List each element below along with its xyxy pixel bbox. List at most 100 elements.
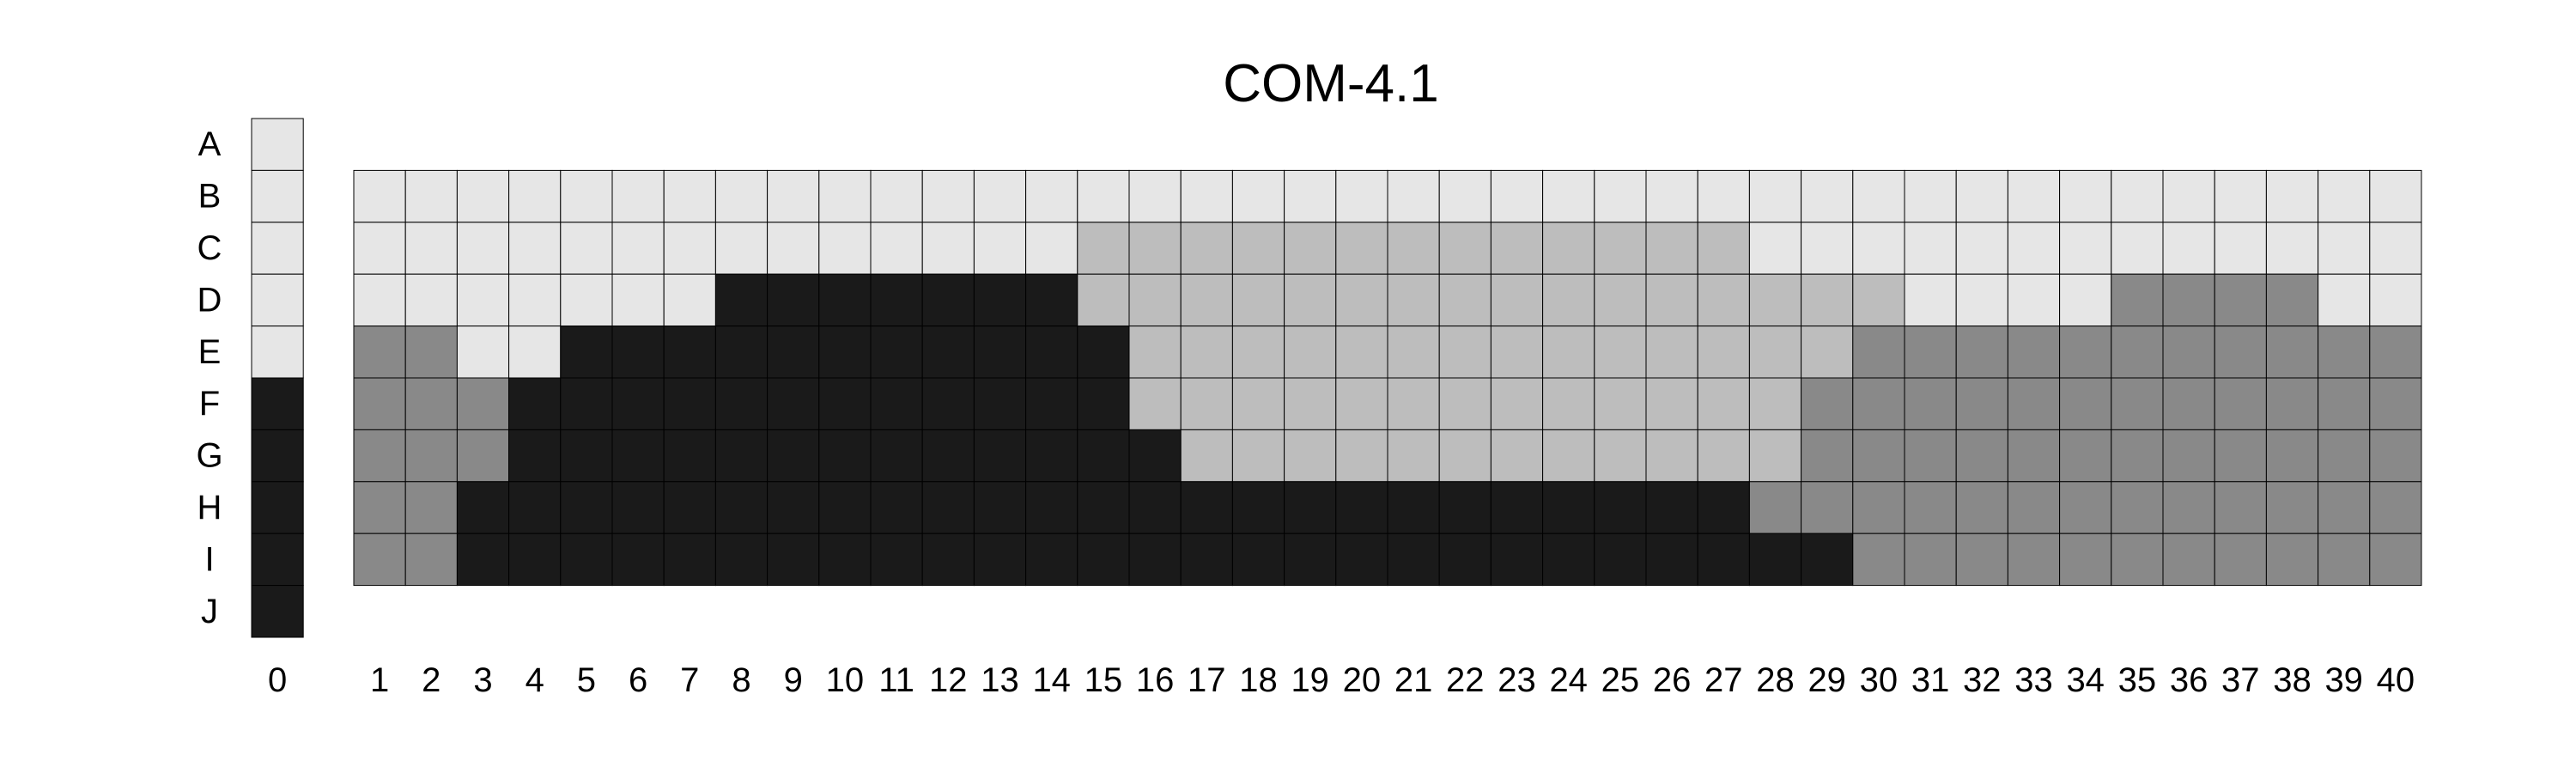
- cell-b-35: [2111, 169, 2164, 223]
- cell-b-11: [870, 169, 923, 223]
- column-label-28: 28: [1756, 661, 1795, 699]
- cell-c-26: [1645, 222, 1698, 275]
- cell-b-2: [404, 169, 458, 223]
- cell-g-29: [1801, 429, 1854, 483]
- cell-c-12: [921, 222, 975, 275]
- cell-d-9: [767, 273, 820, 327]
- cell-g-14: [1025, 429, 1078, 483]
- cell-d-34: [2059, 273, 2112, 327]
- cell-i-19: [1284, 533, 1337, 587]
- cell-e-13: [973, 326, 1027, 379]
- column-label-16: 16: [1136, 661, 1175, 699]
- cell-i-37: [2214, 533, 2267, 587]
- cell-b-20: [1335, 169, 1388, 223]
- cell-g-11: [870, 429, 923, 483]
- cell-h-2: [404, 481, 458, 534]
- cell-g-33: [2007, 429, 2061, 483]
- cell-i-25: [1594, 533, 1647, 587]
- cell-d-8: [714, 273, 769, 327]
- cell-b-3: [456, 169, 510, 223]
- cell-b-28: [1748, 169, 1802, 223]
- cell-i-14: [1025, 533, 1078, 587]
- cell-h-15: [1077, 481, 1130, 534]
- cell-e-33: [2007, 326, 2061, 379]
- cell-g-35: [2111, 429, 2164, 483]
- cell-h-6: [611, 481, 665, 534]
- cell-d-18: [1231, 273, 1285, 327]
- cell-h-37: [2214, 481, 2267, 534]
- cell-e-17: [1180, 326, 1233, 379]
- reference-cell-e: [251, 326, 304, 379]
- cell-f-35: [2111, 377, 2164, 430]
- cell-g-18: [1231, 429, 1285, 483]
- cell-e-19: [1284, 326, 1337, 379]
- cell-b-39: [2318, 169, 2371, 223]
- cell-g-34: [2059, 429, 2112, 483]
- cell-b-14: [1025, 169, 1078, 223]
- row-label-f: F: [199, 385, 220, 423]
- cell-h-25: [1594, 481, 1647, 534]
- column-label-35: 35: [2118, 661, 2157, 699]
- cell-d-2: [404, 273, 458, 327]
- reference-cell-j: [251, 585, 304, 638]
- reference-cell-d: [251, 273, 304, 327]
- cell-g-6: [611, 429, 665, 483]
- cell-g-31: [1904, 429, 1957, 483]
- grid-cells: [353, 169, 2422, 587]
- cell-d-29: [1801, 273, 1854, 327]
- cell-g-26: [1645, 429, 1698, 483]
- cell-c-33: [2007, 222, 2061, 275]
- cell-c-23: [1490, 222, 1544, 275]
- cell-g-38: [2265, 429, 2319, 483]
- cell-b-37: [2214, 169, 2267, 223]
- column-label-18: 18: [1239, 661, 1278, 699]
- cell-g-28: [1748, 429, 1802, 483]
- cell-c-38: [2265, 222, 2319, 275]
- cell-g-24: [1542, 429, 1595, 483]
- cell-c-22: [1438, 222, 1492, 275]
- cell-c-37: [2214, 222, 2267, 275]
- cell-i-31: [1904, 533, 1957, 587]
- cell-c-2: [404, 222, 458, 275]
- column-label-33: 33: [2014, 661, 2053, 699]
- column-label-14: 14: [1032, 661, 1071, 699]
- cell-g-12: [921, 429, 975, 483]
- cell-b-4: [508, 169, 562, 223]
- column-labels: 0 1 2 3 4 5 6 7 8 9 10 11 12 13 14 15 16 17 18 19 20 21 22 23 24…: [268, 661, 2415, 699]
- cell-b-7: [663, 169, 716, 223]
- cell-b-16: [1128, 169, 1182, 223]
- cell-g-13: [973, 429, 1027, 483]
- cell-h-17: [1180, 481, 1233, 534]
- cell-f-40: [2369, 377, 2422, 430]
- cell-f-29: [1801, 377, 1854, 430]
- cell-f-6: [611, 377, 665, 430]
- cell-g-17: [1180, 429, 1233, 483]
- cell-h-12: [921, 481, 975, 534]
- cell-f-23: [1490, 377, 1544, 430]
- cell-h-21: [1387, 481, 1440, 534]
- cell-i-40: [2369, 533, 2422, 587]
- cell-i-26: [1645, 533, 1698, 587]
- cell-b-5: [560, 169, 613, 223]
- cell-c-5: [560, 222, 613, 275]
- cell-i-39: [2318, 533, 2371, 587]
- cell-c-25: [1594, 222, 1647, 275]
- cell-d-14: [1025, 273, 1078, 327]
- cell-f-26: [1645, 377, 1698, 430]
- column-label-4: 4: [526, 661, 544, 699]
- reference-column: [251, 118, 304, 638]
- cell-c-31: [1904, 222, 1957, 275]
- cell-f-8: [714, 377, 769, 430]
- cell-b-25: [1594, 169, 1647, 223]
- cell-b-18: [1231, 169, 1285, 223]
- cell-g-20: [1335, 429, 1388, 483]
- cell-b-38: [2265, 169, 2319, 223]
- cell-f-37: [2214, 377, 2267, 430]
- cell-h-8: [714, 481, 769, 534]
- cell-e-10: [818, 326, 872, 379]
- cell-b-8: [714, 169, 769, 223]
- column-label-22: 22: [1446, 661, 1485, 699]
- cell-i-7: [663, 533, 716, 587]
- cell-h-14: [1025, 481, 1078, 534]
